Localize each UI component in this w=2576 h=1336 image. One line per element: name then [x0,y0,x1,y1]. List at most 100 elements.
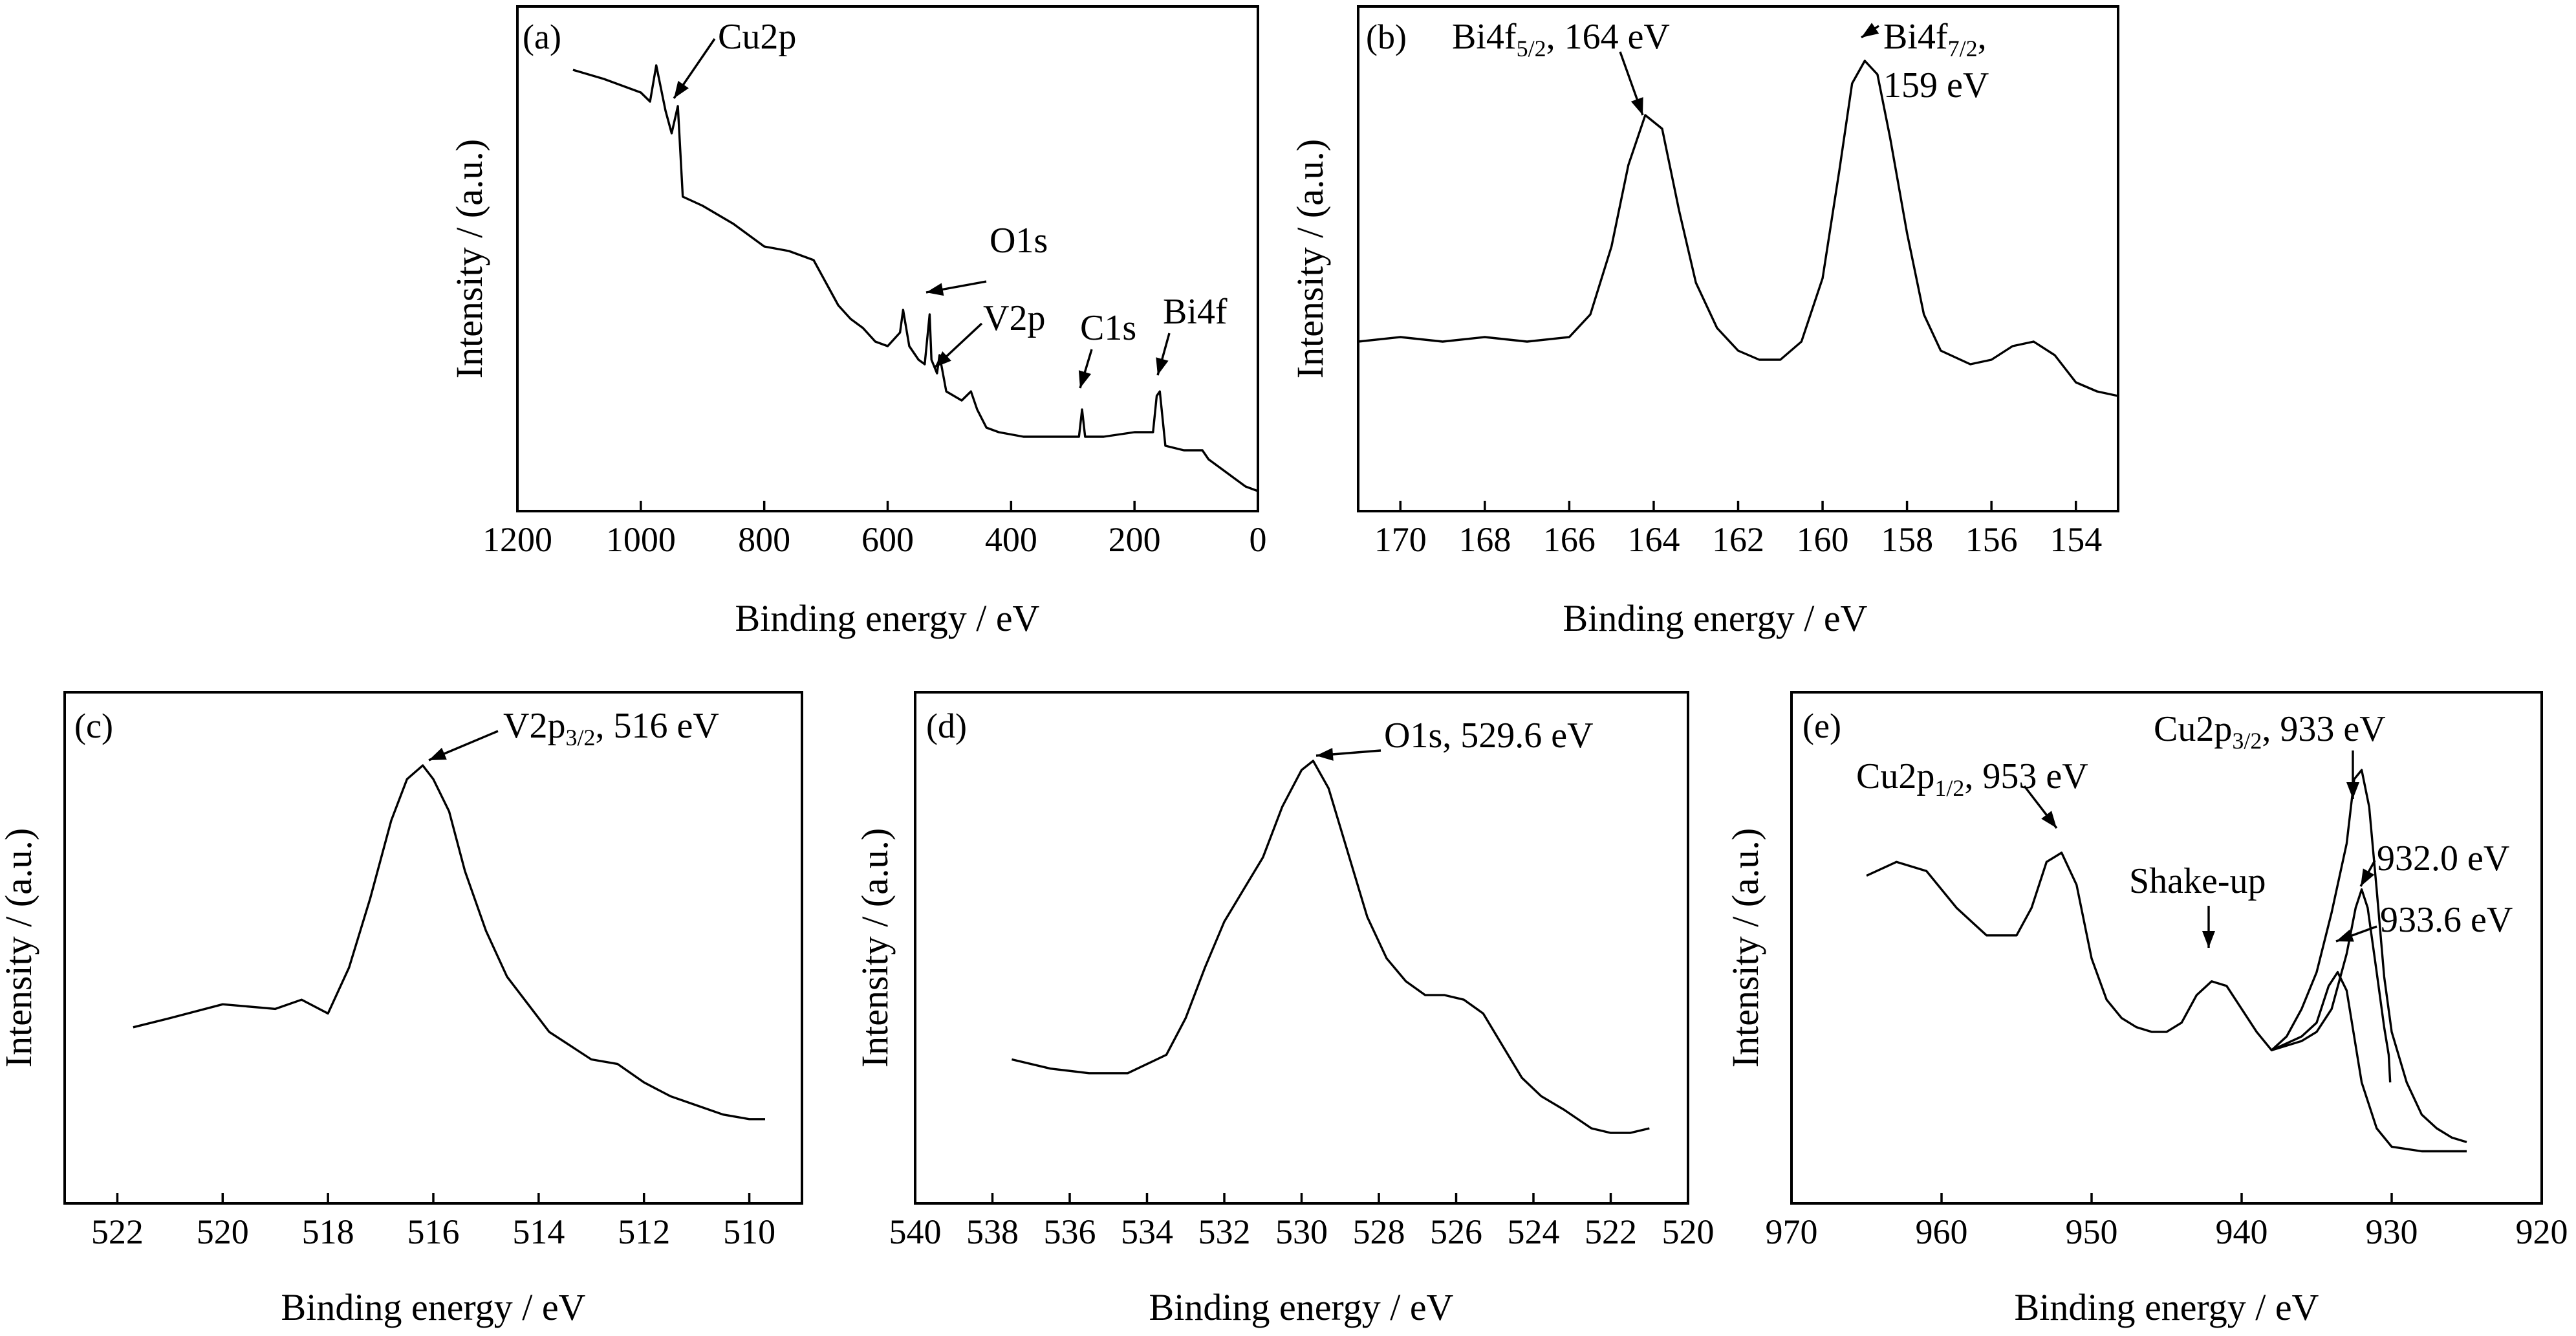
panel-a-series-0 [572,64,1259,492]
panel-d-xtick-label-1: 538 [966,1212,1019,1251]
panel-e-series-0 [1866,769,2467,1143]
panel-e-arrow-2-head [2202,931,2215,948]
panel-b: (b) 170 168 166 164 162 160 158 156 154 Bi4f5/2, … [1289,5,2119,639]
panel-b-ylabel: Intensity / (a.u.) [1289,139,1331,378]
panel-c-xtick-label-3: 516 [407,1212,460,1251]
panel-a-xtick-label-0: 1200 [482,520,552,559]
panel-e-annotation-3: 932.0 eV [2377,838,2509,879]
panel-c-ylabel: Intensity / (a.u.) [0,828,39,1068]
panel-b-annotation-1: Bi4f7/2, [1883,17,1987,61]
panel-e-xtick-label-5: 920 [2516,1212,2568,1251]
panel-d-xtick-label-5: 530 [1275,1212,1328,1251]
panel-a-annotation-3: C1s [1080,308,1136,348]
panel-b-xtick-label-2: 166 [1543,520,1596,559]
panel-d-plot: 540 538 536 534 532 530 528 526 524 522 520 O1s, 52… [889,716,1715,1251]
panel-c-plot: 522 520 518 516 514 512 510 V2p3/2, 516 eV [91,706,775,1251]
panel-b-xtick-label-0: 170 [1374,520,1427,559]
panel-e-annotation-2: Shake-up [2129,861,2266,901]
panel-a-arrow-1-head [926,283,944,296]
panel-b-xtick-label-4: 162 [1712,520,1764,559]
panel-d: (d) 540 538 536 534 532 530 528 526 524 522 520 O1s… [854,691,1715,1328]
panel-b-series-0 [1358,60,2119,397]
panel-b-xtick-label-6: 158 [1881,520,1933,559]
panel-e-xtick-label-0: 970 [1766,1212,1818,1251]
panel-d-xtick-label-7: 526 [1430,1212,1482,1251]
panel-b-label: (b) [1366,17,1407,56]
panel-d-xtick-label-0: 540 [889,1212,942,1251]
panel-e-series-1 [2271,970,2467,1153]
panel-c-xtick-label-4: 514 [512,1212,565,1251]
panel-a-xtick-label-2: 800 [738,520,790,559]
panel-a-arrow-2-head [935,351,951,367]
panel-c-xtick-label-5: 512 [618,1212,670,1251]
panel-a-xtick-label-5: 200 [1109,520,1161,559]
panel-c-label: (c) [74,706,113,745]
panel-a-annotation-2: V2p [983,298,1045,338]
panel-c-annotation-0: V2p3/2, 516 eV [503,706,719,750]
panel-b-xtick-label-3: 164 [1627,520,1680,559]
panel-e-ylabel: Intensity / (a.u.) [1724,828,1766,1068]
panel-b-arrow-1-head [1861,23,1879,38]
panel-e-xlabel: Binding energy / eV [2015,1286,2319,1328]
panel-d-arrow-0-head [1316,747,1334,761]
panel-a-arrow-0-head [674,80,689,98]
panel-b-xtick-label-5: 160 [1797,520,1849,559]
panel-e-series-2 [2271,888,2392,1083]
panel-b-frame [1357,5,2119,512]
panel-e-xtick-label-4: 930 [2366,1212,2418,1251]
panel-a-xtick-label-6: 0 [1250,520,1267,559]
panel-e-arrow-4-head [2336,929,2354,942]
panel-a-arrow-3-head [1078,370,1092,388]
panel-d-xtick-label-2: 536 [1044,1212,1096,1251]
panel-d-ylabel: Intensity / (a.u.) [854,828,896,1068]
panel-a-plot: 1200 1000 800 600 400 200 0 Cu2p O1s V2p C1s Bi4f [482,17,1267,559]
panel-e-xtick-label-2: 950 [2066,1212,2118,1251]
panel-c-frame [63,691,803,1205]
panel-b-plot: 170 168 166 164 162 160 158 156 154 Bi4f5/2, 164 … [1358,17,2119,559]
panel-b-xtick-label-1: 168 [1458,520,1511,559]
panel-e-label: (e) [1802,706,1841,745]
panel-d-xlabel: Binding energy / eV [1149,1286,1454,1328]
panel-b-xtick-label-8: 154 [2050,520,2102,559]
panel-c-xlabel: Binding energy / eV [281,1286,586,1328]
panel-a: (a) 1200 1000 800 600 400 200 0 Cu2p O1s V2p C1s Bi… [448,5,1267,639]
panel-a-annotation-4: Bi4f [1163,292,1228,332]
panel-d-xtick-label-10: 520 [1662,1212,1715,1251]
panel-e-arrow-1-head [2346,782,2359,799]
panel-c-xtick-label-1: 520 [197,1212,249,1251]
panel-a-annotation-0: Cu2p [718,17,796,57]
panel-b-annotation-1-line2: 159 eV [1883,65,1989,105]
panel-d-xtick-label-3: 534 [1121,1212,1173,1251]
panel-d-xtick-label-9: 522 [1585,1212,1637,1251]
panel-a-xlabel: Binding energy / eV [735,597,1040,639]
panel-a-arrow-4-head [1156,357,1169,375]
panel-c-xtick-label-6: 510 [723,1212,775,1251]
panel-d-xtick-label-6: 528 [1353,1212,1405,1251]
panel-a-xtick-label-4: 400 [985,520,1037,559]
panel-a-xtick-label-1: 1000 [606,520,676,559]
panel-e-arrow-0-head [2041,811,2057,828]
panel-b-xtick-label-7: 156 [1965,520,2018,559]
panel-c-series-0 [133,764,765,1121]
panel-b-xlabel: Binding energy / eV [1563,597,1868,639]
panel-e-annotation-1: Cu2p3/2, 933 eV [2154,709,2386,754]
panel-c-xtick-label-0: 522 [91,1212,144,1251]
panel-d-annotation-0: O1s, 529.6 eV [1384,716,1594,756]
panel-d-series-0 [1012,760,1650,1134]
panel-e: (e) 970 960 950 940 930 920 Cu2p1/2, 953 eV Cu2… [1724,691,2568,1328]
panel-c-arrow-0-head [429,747,447,760]
panel-b-annotation-0: Bi4f5/2, 164 eV [1452,17,1670,61]
panel-e-xtick-label-3: 940 [2216,1212,2268,1251]
panel-e-xtick-label-1: 960 [1916,1212,1968,1251]
panel-d-xtick-label-4: 532 [1198,1212,1251,1251]
panel-a-ylabel: Intensity / (a.u.) [448,139,490,378]
panel-c-xtick-label-2: 518 [302,1212,354,1251]
panel-e-plot: 970 960 950 940 930 920 Cu2p1/2, 953 eV Cu2p3/2… [1766,709,2568,1251]
panel-d-label: (d) [926,706,967,745]
panel-a-label: (a) [523,17,561,56]
panel-a-annotation-1: O1s [990,221,1048,261]
panel-a-xtick-label-3: 600 [861,520,914,559]
panel-d-xtick-label-8: 524 [1508,1212,1560,1251]
